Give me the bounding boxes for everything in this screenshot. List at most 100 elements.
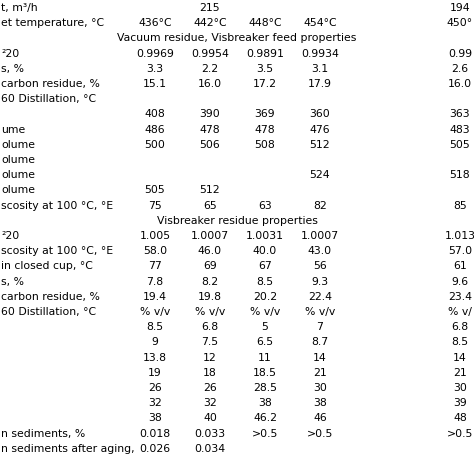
Text: 13.8: 13.8 — [143, 353, 167, 363]
Text: % v/v: % v/v — [250, 307, 280, 317]
Text: % v/v: % v/v — [195, 307, 225, 317]
Text: 369: 369 — [255, 109, 275, 119]
Text: 21: 21 — [453, 368, 467, 378]
Text: 17.9: 17.9 — [308, 79, 332, 89]
Text: 2.2: 2.2 — [201, 64, 219, 74]
Text: 85: 85 — [453, 201, 467, 210]
Text: 8.2: 8.2 — [201, 277, 219, 287]
Text: 17.2: 17.2 — [253, 79, 277, 89]
Text: 75: 75 — [148, 201, 162, 210]
Text: 1.0007: 1.0007 — [191, 231, 229, 241]
Text: 7: 7 — [317, 322, 323, 332]
Text: 215: 215 — [200, 3, 220, 13]
Text: 38: 38 — [313, 398, 327, 408]
Text: 19.8: 19.8 — [198, 292, 222, 302]
Text: 15.1: 15.1 — [143, 79, 167, 89]
Text: 39: 39 — [453, 398, 467, 408]
Text: 26: 26 — [148, 383, 162, 393]
Text: n sediments after aging,: n sediments after aging, — [1, 444, 135, 454]
Text: ²20: ²20 — [1, 231, 19, 241]
Text: 40: 40 — [203, 413, 217, 423]
Text: Visbreaker residue properties: Visbreaker residue properties — [156, 216, 318, 226]
Text: 60 Distillation, °C: 60 Distillation, °C — [1, 307, 96, 317]
Text: 3.1: 3.1 — [311, 64, 328, 74]
Text: 14: 14 — [453, 353, 467, 363]
Text: carbon residue, %: carbon residue, % — [1, 79, 100, 89]
Text: >0.5: >0.5 — [447, 428, 473, 438]
Text: >0.5: >0.5 — [307, 428, 333, 438]
Text: 512: 512 — [310, 140, 330, 150]
Text: 0.018: 0.018 — [139, 428, 171, 438]
Text: 77: 77 — [148, 261, 162, 272]
Text: 512: 512 — [200, 185, 220, 195]
Text: 20.2: 20.2 — [253, 292, 277, 302]
Text: 3.5: 3.5 — [256, 64, 273, 74]
Text: 436°C: 436°C — [138, 18, 172, 28]
Text: olume: olume — [1, 185, 35, 195]
Text: olume: olume — [1, 170, 35, 180]
Text: 3.3: 3.3 — [146, 64, 164, 74]
Text: 505: 505 — [145, 185, 165, 195]
Text: 6.8: 6.8 — [201, 322, 219, 332]
Text: 26: 26 — [203, 383, 217, 393]
Text: 9: 9 — [152, 337, 158, 347]
Text: 0.034: 0.034 — [194, 444, 226, 454]
Text: 0.9954: 0.9954 — [191, 49, 229, 59]
Text: in closed cup, °C: in closed cup, °C — [1, 261, 93, 272]
Text: 18: 18 — [203, 368, 217, 378]
Text: 448°C: 448°C — [248, 18, 282, 28]
Text: 30: 30 — [313, 383, 327, 393]
Text: 16.0: 16.0 — [198, 79, 222, 89]
Text: % v/: % v/ — [448, 307, 472, 317]
Text: 46.0: 46.0 — [198, 246, 222, 256]
Text: 60 Distillation, °C: 60 Distillation, °C — [1, 94, 96, 104]
Text: 9.3: 9.3 — [311, 277, 328, 287]
Text: 19: 19 — [148, 368, 162, 378]
Text: 524: 524 — [310, 170, 330, 180]
Text: 9.6: 9.6 — [451, 277, 469, 287]
Text: olume: olume — [1, 155, 35, 165]
Text: % v/v: % v/v — [305, 307, 335, 317]
Text: 63: 63 — [258, 201, 272, 210]
Text: 23.4: 23.4 — [448, 292, 472, 302]
Text: 56: 56 — [313, 261, 327, 272]
Text: 194: 194 — [450, 3, 470, 13]
Text: 22.4: 22.4 — [308, 292, 332, 302]
Text: 506: 506 — [200, 140, 220, 150]
Text: % v/v: % v/v — [140, 307, 170, 317]
Text: 69: 69 — [203, 261, 217, 272]
Text: 19.4: 19.4 — [143, 292, 167, 302]
Text: olume: olume — [1, 140, 35, 150]
Text: 0.9934: 0.9934 — [301, 49, 339, 59]
Text: 1.0007: 1.0007 — [301, 231, 339, 241]
Text: 8.7: 8.7 — [311, 337, 328, 347]
Text: 0.9969: 0.9969 — [136, 49, 174, 59]
Text: 478: 478 — [200, 125, 220, 135]
Text: 508: 508 — [255, 140, 275, 150]
Text: 32: 32 — [148, 398, 162, 408]
Text: 0.033: 0.033 — [194, 428, 226, 438]
Text: 8.5: 8.5 — [256, 277, 273, 287]
Text: 6.8: 6.8 — [451, 322, 469, 332]
Text: 40.0: 40.0 — [253, 246, 277, 256]
Text: 8.5: 8.5 — [146, 322, 164, 332]
Text: t, m³/h: t, m³/h — [1, 3, 37, 13]
Text: s, %: s, % — [1, 64, 24, 74]
Text: 518: 518 — [450, 170, 470, 180]
Text: 30: 30 — [453, 383, 467, 393]
Text: s, %: s, % — [1, 277, 24, 287]
Text: carbon residue, %: carbon residue, % — [1, 292, 100, 302]
Text: 18.5: 18.5 — [253, 368, 277, 378]
Text: 486: 486 — [145, 125, 165, 135]
Text: 21: 21 — [313, 368, 327, 378]
Text: 57.0: 57.0 — [448, 246, 472, 256]
Text: scosity at 100 °C, °E: scosity at 100 °C, °E — [1, 201, 113, 210]
Text: 1.013: 1.013 — [445, 231, 474, 241]
Text: 14: 14 — [313, 353, 327, 363]
Text: 500: 500 — [145, 140, 165, 150]
Text: 65: 65 — [203, 201, 217, 210]
Text: 12: 12 — [203, 353, 217, 363]
Text: et temperature, °C: et temperature, °C — [1, 18, 104, 28]
Text: 46: 46 — [313, 413, 327, 423]
Text: 476: 476 — [310, 125, 330, 135]
